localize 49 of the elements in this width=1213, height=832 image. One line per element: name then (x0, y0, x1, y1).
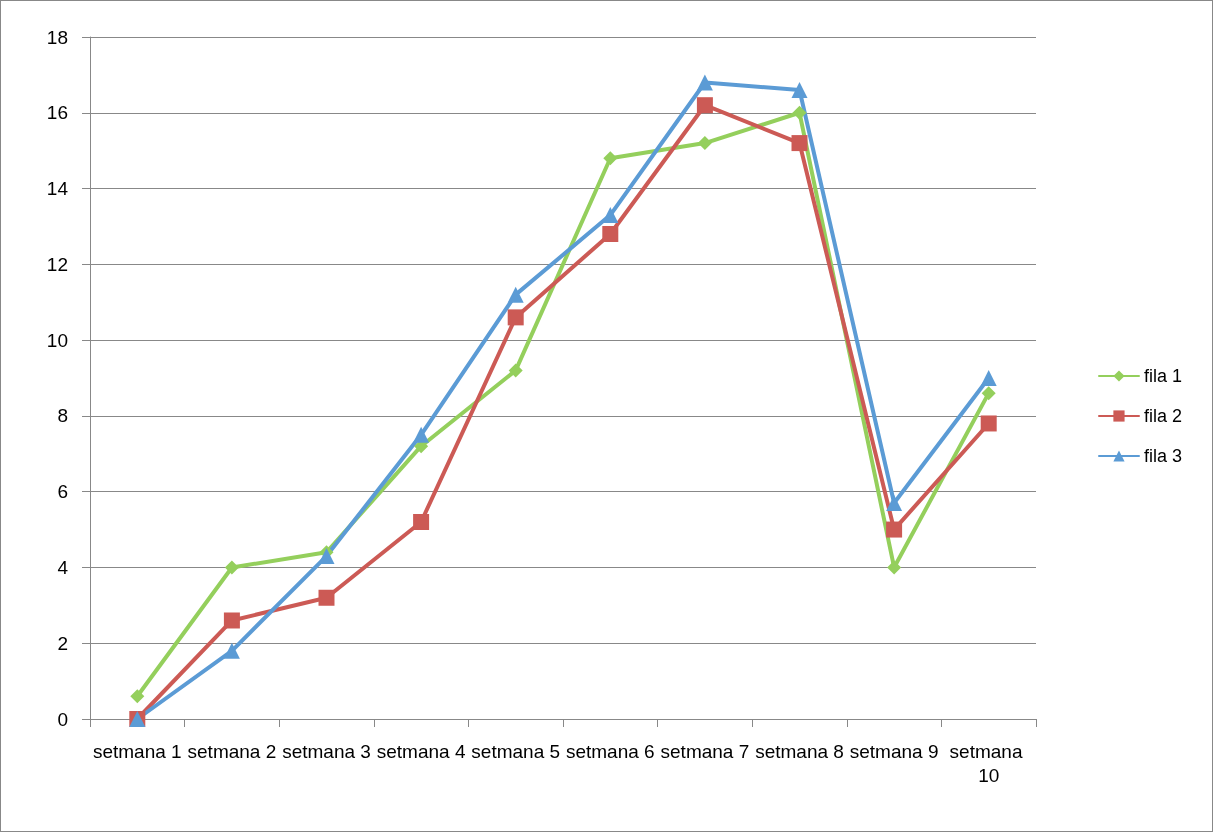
y-tick-label: 18 (46, 26, 68, 48)
y-tick-label: 12 (46, 253, 68, 275)
point (130, 689, 145, 704)
point (602, 226, 619, 243)
x-tick-label: setmana 1 (92, 740, 182, 762)
point (791, 135, 808, 152)
point (602, 207, 619, 224)
point (413, 426, 430, 443)
point (981, 386, 996, 401)
point (887, 560, 902, 575)
point (318, 589, 335, 606)
point (792, 105, 807, 120)
point (318, 548, 335, 565)
x-tick-label: setmana 7 (660, 740, 750, 762)
point (507, 286, 524, 303)
x-tick-label: setmana 3 (282, 740, 371, 762)
point (507, 309, 524, 326)
x-tick-label: setmana 9 (849, 740, 939, 762)
point (697, 136, 712, 151)
point (223, 612, 240, 629)
point (413, 513, 430, 530)
y-tick-label: 10 (46, 329, 68, 351)
legend-label: fila 1 (1143, 366, 1183, 386)
legend-label: fila 2 (1143, 406, 1183, 426)
point (223, 642, 240, 659)
x-tick-label: setmana 4 (376, 740, 466, 762)
point (886, 521, 903, 538)
x-tick-label: setmana 5 (471, 740, 561, 762)
y-tick-label: 8 (57, 405, 68, 427)
y-tick-label: 16 (46, 102, 68, 124)
point (980, 370, 997, 386)
point (980, 415, 997, 432)
point (696, 74, 713, 91)
x-tick-label: setmana 6 (565, 740, 655, 762)
y-tick-label: 14 (46, 178, 69, 200)
point (603, 151, 618, 166)
x-tick-label: setmana 2 (187, 740, 277, 762)
y-tick-label: 4 (57, 556, 69, 578)
y-tick-label: 0 (57, 708, 68, 730)
y-tick-label: 6 (57, 481, 68, 503)
point (508, 363, 523, 378)
point (886, 495, 903, 512)
legend-label: fila 3 (1143, 446, 1183, 466)
point (696, 97, 713, 114)
x-tick-label: setmana 8 (755, 740, 844, 762)
x-tick-label: setmana 10 (949, 740, 1028, 786)
point (224, 560, 239, 575)
y-tick-label: 2 (57, 632, 68, 654)
point (791, 82, 808, 99)
